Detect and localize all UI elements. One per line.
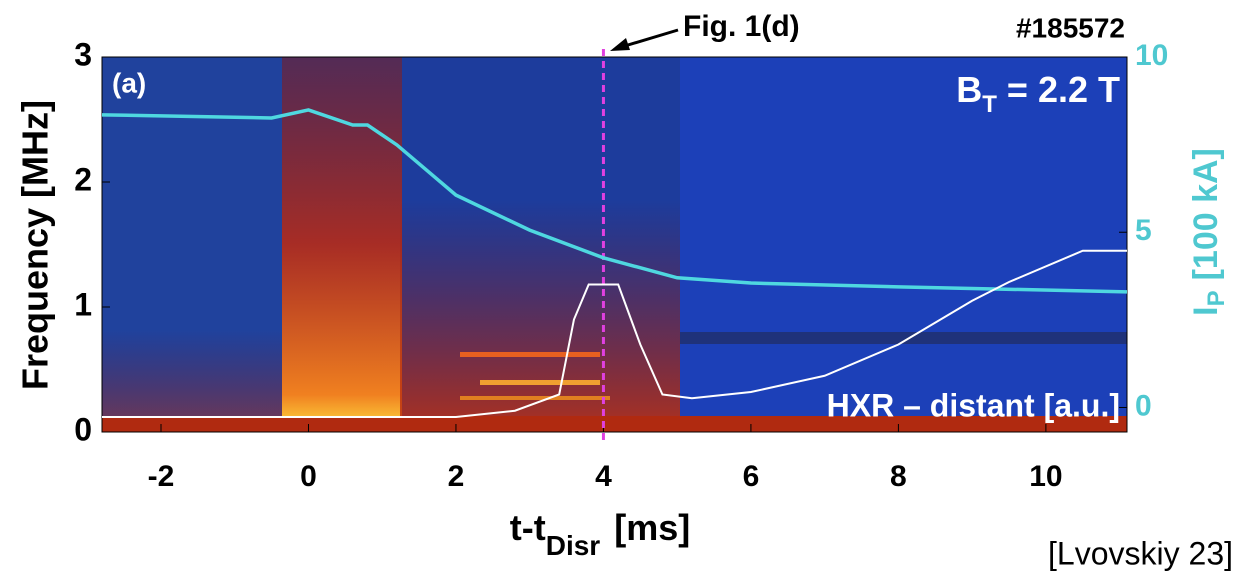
field-main: B xyxy=(956,69,982,110)
series-line xyxy=(101,108,1128,294)
x-tick-label: 10 xyxy=(1029,460,1062,493)
shot-number: #185572 xyxy=(1016,12,1125,43)
x-tick-label: 2 xyxy=(448,460,465,493)
y2-label-main: I xyxy=(1187,306,1225,315)
panel-label: (a) xyxy=(112,67,146,98)
x-label-sub: Disr xyxy=(546,530,601,561)
y2-label-unit: [100 kA] xyxy=(1187,148,1225,280)
y2-tick-label: 5 xyxy=(1135,214,1152,247)
field-rest: = 2.2 T xyxy=(997,69,1120,110)
y2-axis-label: IP [100 kA] xyxy=(1187,148,1230,316)
y2-tick-label: 0 xyxy=(1135,389,1152,422)
x-tick-label: 6 xyxy=(743,460,760,493)
y2-label-sub: P xyxy=(1203,290,1230,306)
x-label-main: t-t xyxy=(510,507,546,548)
x-tick-label: 8 xyxy=(890,460,907,493)
y-tick-label: 0 xyxy=(74,411,92,447)
plot-frame xyxy=(101,56,1128,433)
arrow-head xyxy=(610,38,630,51)
field-label: BT = 2.2 T xyxy=(956,69,1120,119)
y-tick-label: 1 xyxy=(74,286,92,322)
x-tick-label: 4 xyxy=(595,460,612,493)
spectrogram xyxy=(102,57,1127,432)
x-tick-label: -2 xyxy=(148,460,175,493)
citation: [Lvovskiy 23] xyxy=(1048,535,1233,571)
series-line xyxy=(102,249,1127,418)
hxr-label: HXR – distant [a.u.] xyxy=(827,387,1120,423)
y2-tick-label: 10 xyxy=(1135,39,1168,72)
y-tick-label: 2 xyxy=(74,161,92,197)
x-axis-label: t-tDisr [ms] xyxy=(510,507,690,562)
field-sub: T xyxy=(982,91,997,118)
arrow-label: Fig. 1(d) xyxy=(683,10,800,43)
y-tick-label: 3 xyxy=(74,36,92,72)
x-label-unit: [ms] xyxy=(614,507,690,548)
y-axis-label: Frequency [MHz] xyxy=(15,100,56,390)
x-tick-label: 0 xyxy=(300,460,317,493)
